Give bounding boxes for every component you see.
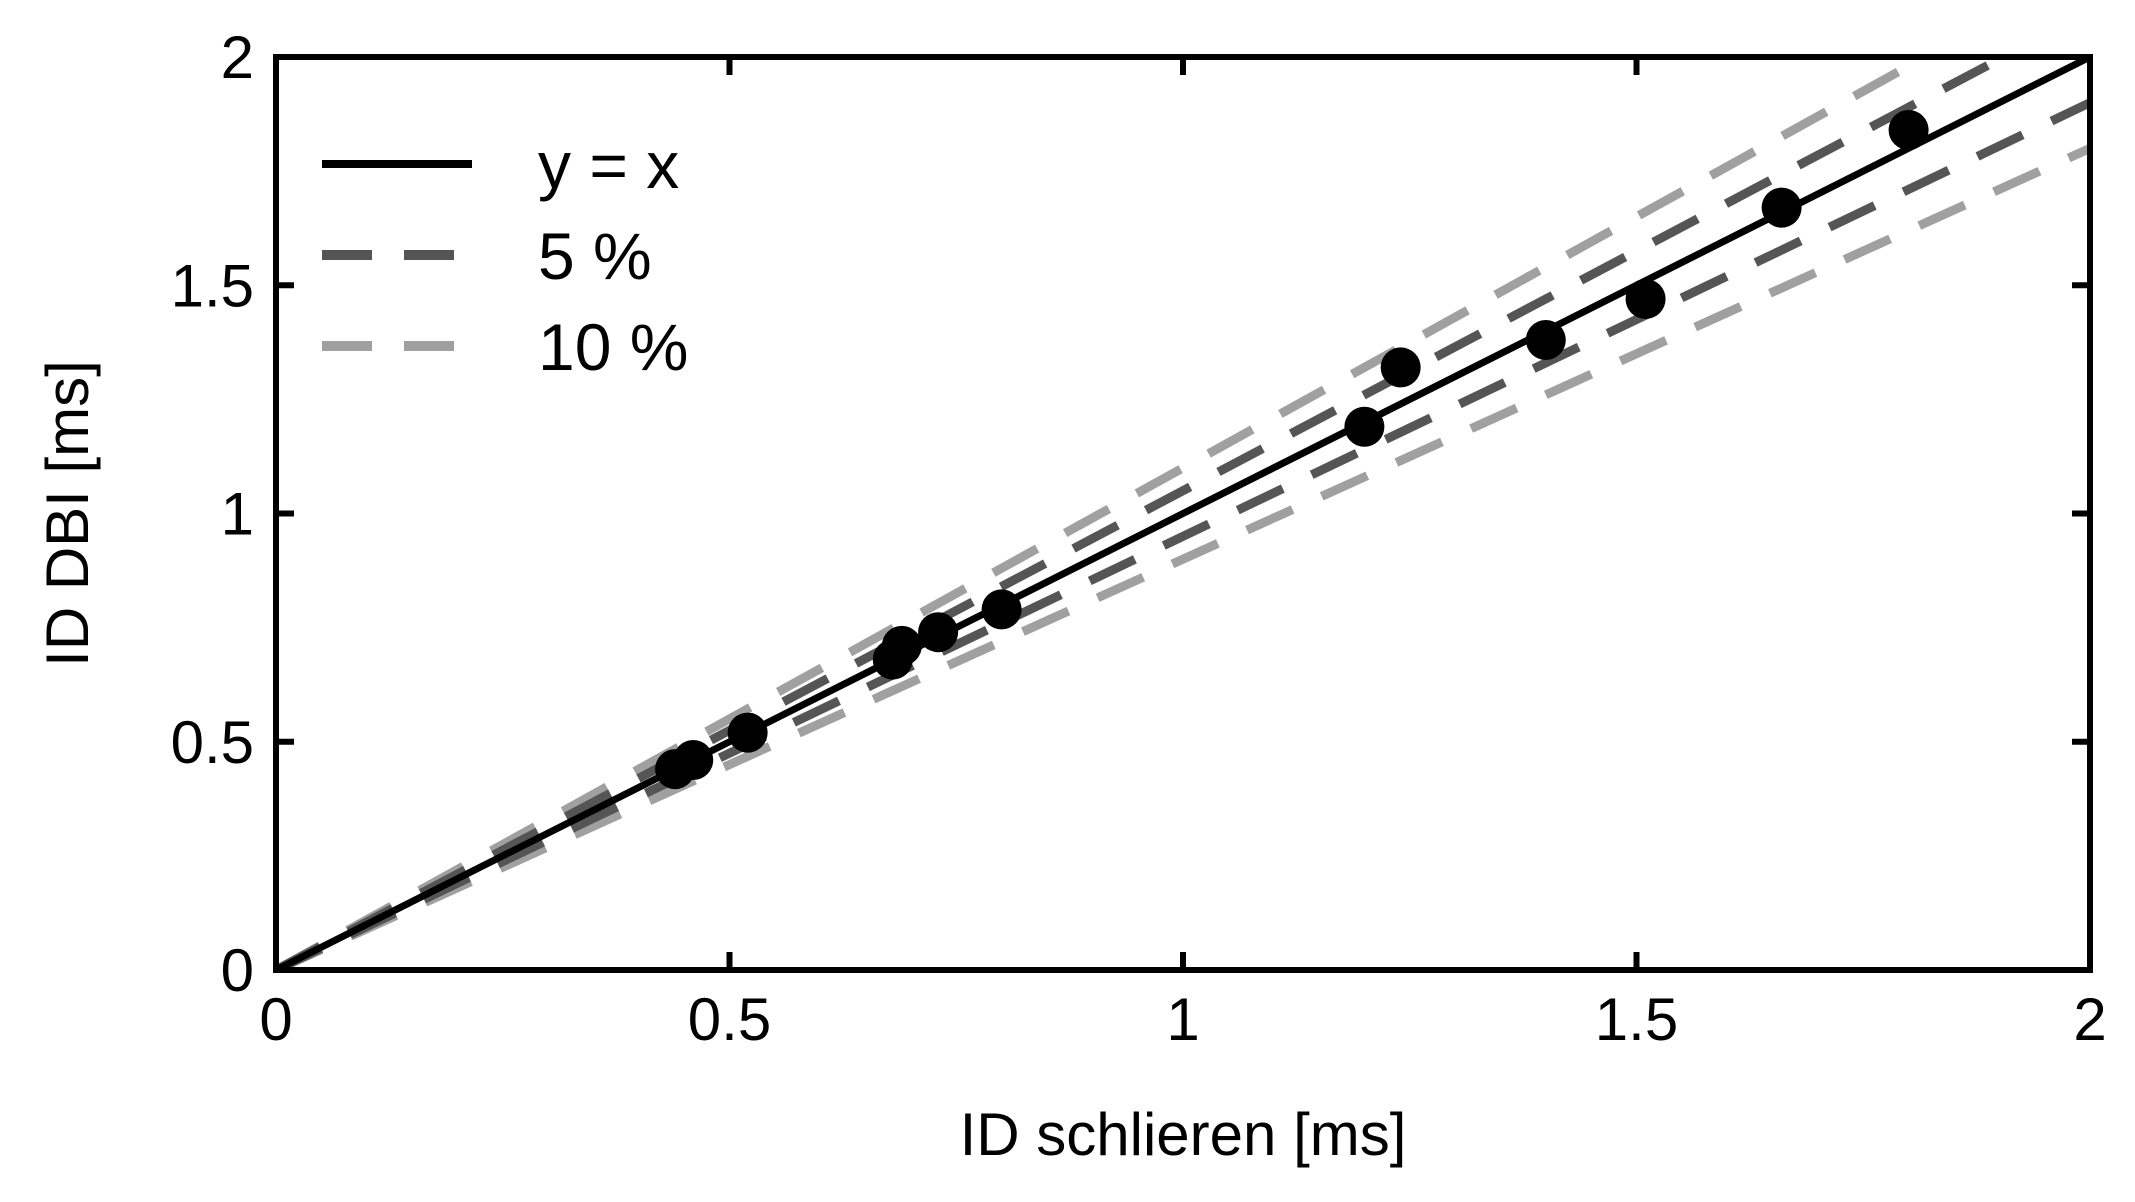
ref-line-10-pct-1.1 [276, 57, 1928, 970]
x-tick-label: 0 [259, 986, 292, 1053]
ref-line-5-pct-0.95 [276, 98, 2090, 970]
x-axis-label: ID schlieren [ms] [960, 1101, 1407, 1168]
ref-line-5-pct-1.05 [276, 57, 2006, 970]
data-point [1888, 110, 1929, 151]
data-point [881, 625, 922, 666]
data-points [655, 110, 1929, 790]
y-tick-label: 1 [221, 481, 254, 548]
y-tick-label: 0 [221, 937, 254, 1004]
legend: y = x 5 % 10 % [322, 128, 688, 384]
x-tick-label: 1.5 [1595, 986, 1678, 1053]
y-tick-label: 0.5 [171, 709, 254, 776]
legend-label: y = x [538, 128, 679, 202]
ref-line-10-pct-0.9 [276, 144, 2090, 970]
y-tick-label: 2 [221, 24, 254, 91]
data-point [1625, 278, 1666, 319]
data-point [727, 712, 768, 753]
data-point [1525, 320, 1566, 361]
x-tick-label: 2 [2073, 986, 2106, 1053]
legend-label: 10 % [538, 310, 688, 384]
x-tick-label: 1 [1166, 986, 1199, 1053]
data-point [1344, 406, 1385, 447]
legend-label: 5 % [538, 219, 652, 293]
y-tick-labels: 0 0.5 1 1.5 2 [171, 24, 254, 1004]
axis-ticks [273, 54, 2093, 973]
x-tick-label: 0.5 [688, 986, 771, 1053]
data-point [918, 612, 959, 653]
data-point [981, 589, 1022, 630]
y-axis-label: ID DBI [ms] [34, 360, 101, 667]
data-point [1761, 187, 1802, 228]
y-tick-label: 1.5 [171, 252, 254, 319]
data-point [673, 740, 714, 781]
x-tick-labels: 0 0.5 1 1.5 2 [259, 986, 2106, 1053]
data-point [1380, 347, 1421, 388]
